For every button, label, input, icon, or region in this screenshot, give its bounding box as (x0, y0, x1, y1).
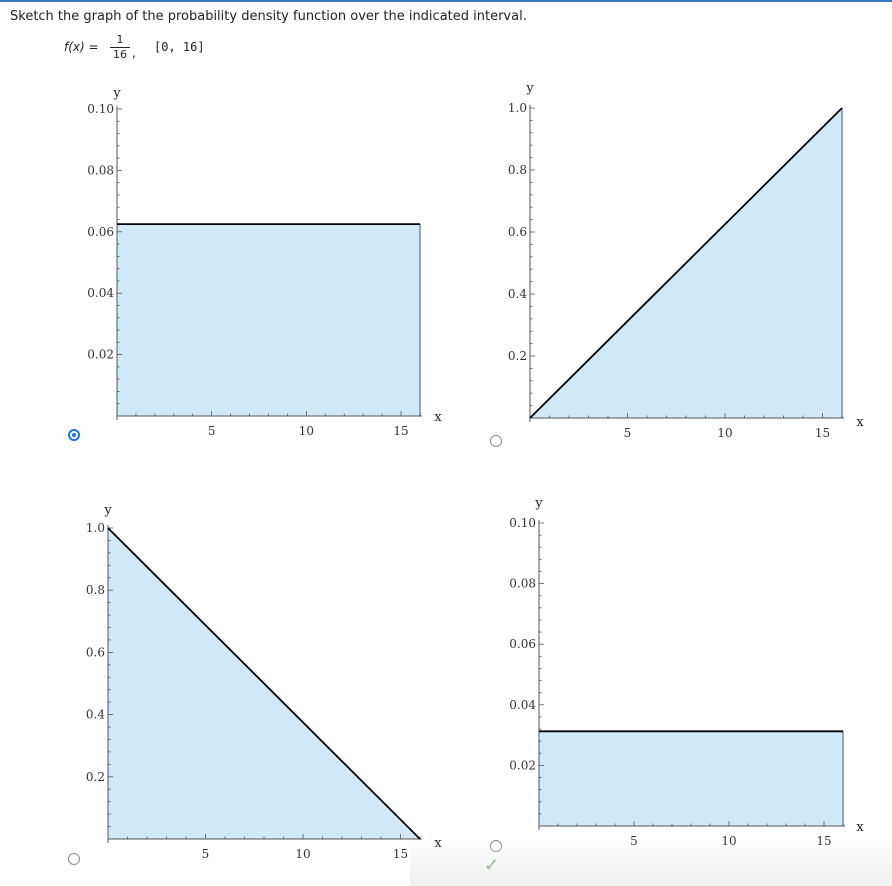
y-tick-label: 0.08 (87, 163, 114, 177)
y-tick-label: 0.10 (509, 516, 536, 530)
y-tick-label: 0.02 (509, 758, 536, 772)
y-tick-label: 0.06 (87, 225, 114, 239)
interval: [0, 16] (154, 40, 205, 54)
bottom-shade (410, 840, 892, 886)
x-tick-label: 5 (624, 426, 632, 440)
area-fill (117, 224, 420, 416)
x-tick-label: 10 (717, 426, 732, 440)
y-axis-label: y (534, 496, 543, 511)
y-tick-label: 1.0 (86, 521, 105, 535)
x-tick-label: 10 (299, 424, 314, 438)
option-c-radio[interactable] (68, 853, 80, 865)
graph-option-b: 5 10 15 0.2 0.4 0.6 0.8 1.0 y x (508, 81, 864, 440)
x-tick-label: 5 (202, 847, 210, 861)
y-tick-label: 0.02 (87, 348, 114, 362)
y-tick-label: 0.04 (509, 698, 536, 712)
x-axis-label: x (856, 415, 864, 430)
option-b-radio[interactable] (490, 435, 502, 447)
question-prompt: Sketch the graph of the probability dens… (10, 9, 527, 24)
top-accent-line (0, 0, 892, 2)
y-tick-label: 0.6 (508, 225, 527, 239)
y-tick-label: 0.4 (86, 708, 105, 722)
y-tick-label: 0.04 (87, 286, 114, 300)
fraction-bar (110, 47, 130, 48)
density-line (529, 107, 843, 419)
y-axis-label: y (112, 86, 121, 101)
x-axis-label: x (434, 410, 442, 425)
graph-option-a: 5 10 15 0.02 0.04 0.06 0.08 0.10y x (87, 86, 442, 438)
x-tick-label: 15 (393, 847, 408, 861)
y-tick-label: 0.8 (508, 163, 527, 177)
y-tick-label: 0.6 (86, 645, 105, 659)
y-axis-label: y (525, 81, 534, 96)
x-tick-label: 15 (815, 426, 830, 440)
formula-separator: , (132, 46, 136, 60)
x-tick-label: 5 (208, 424, 216, 438)
option-a-radio[interactable] (68, 429, 80, 441)
function-lhs: f(x) = (64, 40, 99, 54)
y-tick-label: 0.06 (509, 637, 536, 651)
fraction: 1 16 (110, 34, 130, 61)
y-axis-label: y (103, 503, 112, 518)
y-tick-label: 0.8 (86, 583, 105, 597)
y-tick-label: 0.2 (508, 349, 527, 363)
x-tick-label: 15 (393, 424, 408, 438)
fraction-denominator: 16 (113, 48, 127, 61)
y-tick-label: 0.2 (86, 770, 105, 784)
y-tick-label: 0.08 (509, 577, 536, 591)
fraction-numerator: 1 (116, 33, 124, 46)
density-line (107, 527, 421, 840)
y-tick-label: 0.10 (87, 102, 114, 116)
y-tick-label: 1.0 (508, 101, 527, 115)
x-axis-label: x (856, 820, 864, 835)
area-fill (539, 731, 843, 826)
x-tick-label: 10 (295, 847, 310, 861)
y-tick-label: 0.4 (508, 287, 527, 301)
